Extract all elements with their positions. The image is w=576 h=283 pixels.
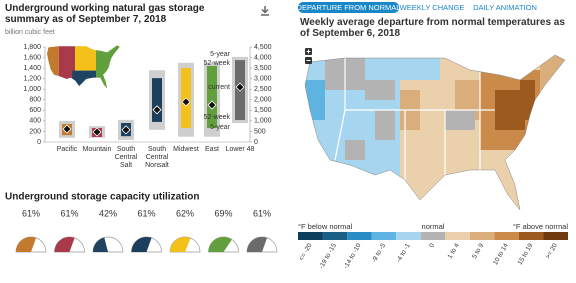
x-tick-label: Pacific <box>56 146 78 153</box>
y2-tick-label: 0 <box>254 139 258 146</box>
tab[interactable]: DAILY ANIMATION <box>473 3 537 12</box>
y-tick-label: 0 <box>37 139 41 146</box>
x-tick-label: Lower 48 <box>225 146 255 153</box>
map-title: Weekly average departure from normal tem… <box>300 17 565 39</box>
range-label: 52-week <box>204 60 231 67</box>
range-label: 5-year <box>210 51 231 58</box>
y2-tick-label: 500 <box>254 128 266 135</box>
y2-tick-label: 4,000 <box>254 54 272 61</box>
range-label: 52-week <box>204 114 231 121</box>
y-tick-label: 1,000 <box>23 86 41 93</box>
legend-swatch <box>518 232 544 240</box>
current-marker <box>92 127 102 137</box>
current-marker <box>121 125 131 135</box>
legend-swatch <box>371 232 397 240</box>
tab-label: WEEKLY CHANGE <box>400 3 465 12</box>
y2-tick-label: 3,000 <box>254 76 272 83</box>
gauge-fill <box>131 237 152 252</box>
tab-label: DAILY ANIMATION <box>473 3 537 12</box>
legend-swatch <box>347 232 372 240</box>
y-tick-label: 200 <box>29 128 41 135</box>
map-region <box>445 110 475 130</box>
tab-label: DEPARTURE FROM NORMAL <box>297 3 401 12</box>
legend-above: °F above normal <box>513 222 568 231</box>
y-tick-label: 800 <box>29 97 41 104</box>
current-marker <box>181 97 191 107</box>
map-region <box>375 110 395 140</box>
map-region <box>365 80 395 100</box>
chart-title: Underground working natural gas storage … <box>5 3 205 25</box>
legend-swatch <box>469 232 495 240</box>
gauge-label: 69% <box>214 208 232 218</box>
gauge-fill <box>93 237 108 252</box>
legend-below: °F below normal <box>298 222 353 231</box>
x-tick-label: South Central Nonsalt <box>145 146 169 169</box>
current-marker <box>152 105 162 115</box>
gauge-label: 61% <box>22 208 40 218</box>
tab-active <box>298 2 399 13</box>
legend-swatch <box>322 232 348 240</box>
legend-swatch <box>494 232 519 240</box>
map-region <box>345 140 365 160</box>
y-tick-label: 1,600 <box>23 54 41 61</box>
x-tick-label: Midwest <box>173 146 199 153</box>
gauge-label: 61% <box>137 208 155 218</box>
gauge-label: 62% <box>176 208 194 218</box>
tab[interactable]: DEPARTURE FROM NORMAL <box>297 2 401 13</box>
legend-swatch <box>298 232 323 240</box>
y2-tick-label: 1,000 <box>254 118 272 125</box>
y2-tick-label: 1,500 <box>254 107 272 114</box>
current-marker <box>235 82 245 92</box>
y2-tick-label: 3,500 <box>254 65 272 72</box>
y2-tick-label: 2,000 <box>254 97 272 104</box>
y-tick-label: 400 <box>29 118 41 125</box>
current-marker <box>207 100 217 110</box>
y-tick-label: 1,200 <box>23 76 41 83</box>
x-tick-label: South Central Salt <box>114 146 138 169</box>
range-label: current <box>208 84 230 91</box>
gauge-fill <box>208 237 232 252</box>
legend-label: 0 <box>428 242 436 249</box>
y2-tick-label: 4,500 <box>254 44 272 51</box>
legend-swatch <box>543 232 568 240</box>
region-border <box>334 58 495 180</box>
tab[interactable]: WEEKLY CHANGE <box>400 3 465 12</box>
y2-tick-label: 2,500 <box>254 86 272 93</box>
range-label: 5-year <box>210 124 231 131</box>
us-outline <box>304 54 566 211</box>
legend-swatch <box>396 232 421 240</box>
gauge-label: 61% <box>60 208 78 218</box>
gauge-title: Underground storage capacity utilization <box>5 192 199 203</box>
gauge-label: 61% <box>253 208 271 218</box>
zoom-controls[interactable] <box>305 48 312 64</box>
x-tick-label: East <box>204 146 219 153</box>
y-tick-label: 1,400 <box>23 65 41 72</box>
legend-swatch <box>420 232 446 240</box>
y-tick-label: 600 <box>29 107 41 114</box>
subtitle: billion cubic feet <box>5 29 55 36</box>
download-icon[interactable] <box>261 6 269 16</box>
fifty-two-week-range <box>207 66 217 129</box>
legend-swatch <box>445 232 470 240</box>
map-region <box>400 55 440 80</box>
gauge-label: 42% <box>99 208 117 218</box>
fifty-two-week-range <box>152 78 162 122</box>
gauge-fill <box>16 237 37 252</box>
zoom-glyph <box>306 49 311 61</box>
y-tick-label: 1,800 <box>23 44 41 51</box>
map-region <box>520 80 535 120</box>
legend-normal: normal <box>422 222 445 231</box>
gauge-fill <box>54 237 75 252</box>
gauge-fill <box>170 237 191 252</box>
x-tick-label: Mountain <box>82 146 112 153</box>
left-panel <box>0 0 283 283</box>
gauge-fill <box>247 237 268 252</box>
current-marker <box>62 124 72 134</box>
